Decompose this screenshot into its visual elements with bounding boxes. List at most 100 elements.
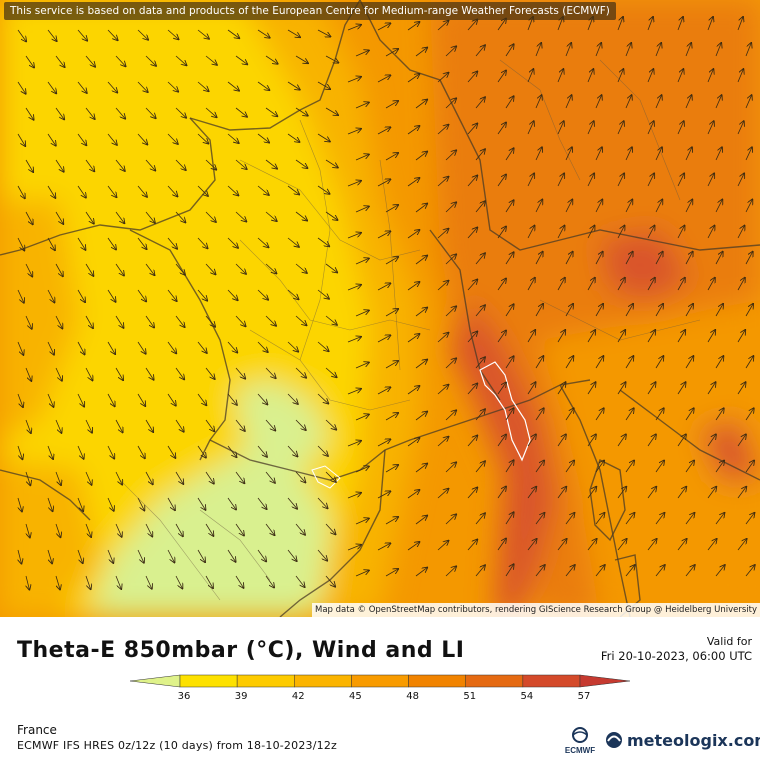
wind-arrow <box>205 315 215 327</box>
wind-arrow <box>175 419 184 432</box>
wind-arrow <box>407 386 419 395</box>
wind-arrow <box>377 491 390 499</box>
wind-arrow <box>535 95 542 109</box>
wind-arrow <box>677 434 686 447</box>
wind-arrow <box>707 17 713 31</box>
wind-arrow <box>145 107 156 118</box>
wind-arrow <box>317 549 327 561</box>
wind-arrow <box>415 152 427 161</box>
wind-arrow <box>145 263 154 275</box>
wind-arrow <box>85 159 94 171</box>
wind-arrow <box>587 434 596 447</box>
wind-arrow <box>55 523 60 537</box>
wind-arrow <box>385 465 398 473</box>
wind-arrow <box>205 55 217 65</box>
wind-arrow <box>707 69 713 83</box>
wind-arrow <box>107 549 113 563</box>
wind-arrow <box>47 341 54 355</box>
wind-arrow <box>445 202 456 213</box>
legend-tick-label: 57 <box>578 691 591 702</box>
wind-arrow <box>617 539 627 551</box>
wind-arrow <box>205 107 217 117</box>
wind-arrow <box>707 434 716 447</box>
wind-arrow <box>617 17 623 31</box>
wind-arrow <box>197 393 206 405</box>
wind-arrow <box>437 73 448 83</box>
wind-arrow <box>655 43 661 57</box>
wind-arrow <box>497 227 506 239</box>
wind-arrow <box>385 361 398 369</box>
wind-arrow <box>137 549 144 563</box>
legend-swatch <box>408 674 466 688</box>
wind-arrow <box>47 133 56 146</box>
wind-arrow <box>467 488 477 499</box>
wind-arrow <box>355 466 369 473</box>
wind-arrow <box>625 304 633 317</box>
map-attribution[interactable]: Map data © OpenStreetMap contributors, r… <box>312 603 760 617</box>
wind-arrow <box>197 29 209 39</box>
wind-arrow <box>505 564 514 577</box>
wind-arrow <box>377 335 390 343</box>
wind-arrow <box>707 121 714 135</box>
wind-arrow <box>625 356 633 369</box>
wind-arrow <box>77 341 85 354</box>
wind-arrow <box>26 523 30 537</box>
wind-arrow <box>175 211 185 222</box>
wind-arrow <box>415 48 427 57</box>
wind-arrow <box>175 523 183 536</box>
wind-arrow <box>137 29 148 40</box>
wind-arrow <box>355 102 369 109</box>
wind-arrow <box>77 237 85 250</box>
wind-arrow <box>317 133 330 141</box>
weather-map[interactable] <box>0 0 760 617</box>
wind-arrow <box>707 278 715 291</box>
wind-arrow <box>107 29 118 40</box>
wind-arrow <box>317 81 330 89</box>
wind-arrow <box>205 159 216 170</box>
meteologix-brand-text: meteologix.com <box>627 730 760 750</box>
wind-arrow <box>535 513 544 525</box>
wind-arrow <box>17 393 23 407</box>
wind-arrow <box>295 107 308 116</box>
wind-arrow <box>737 226 745 239</box>
wind-arrow <box>527 487 536 499</box>
wind-arrow <box>647 226 655 239</box>
wind-arrow <box>355 518 369 525</box>
wind-arrow <box>535 565 545 577</box>
meteologix-logo[interactable]: meteologix.com <box>604 729 760 751</box>
wind-arrow <box>325 471 336 482</box>
wind-arrow <box>347 285 361 291</box>
wind-arrow <box>175 107 186 118</box>
wind-arrow <box>115 211 124 223</box>
wind-arrow <box>295 523 305 535</box>
ecmwf-logo[interactable]: ECMWF <box>560 725 600 757</box>
wind-arrow <box>115 471 122 485</box>
wind-arrow <box>115 367 123 380</box>
wind-arrow <box>197 289 207 301</box>
wind-arrow <box>587 330 595 343</box>
wind-arrow <box>17 341 23 355</box>
wind-arrow <box>655 95 662 109</box>
wind-arrow <box>475 409 485 421</box>
wind-arrow <box>377 439 390 447</box>
wind-arrow <box>26 575 29 590</box>
wind-arrow <box>47 237 55 250</box>
wind-arrow <box>745 200 752 213</box>
wind-arrow <box>347 389 361 395</box>
wind-arrow <box>167 81 178 92</box>
wind-arrow <box>625 252 633 265</box>
wind-arrow <box>655 408 664 421</box>
wind-arrow <box>385 257 398 265</box>
legend-swatch <box>179 674 238 688</box>
wind-arrow <box>655 200 662 213</box>
wind-arrow <box>685 95 692 109</box>
wind-arrow <box>205 575 213 588</box>
wind-arrow <box>235 107 247 117</box>
wind-arrow <box>685 513 694 525</box>
wind-arrow <box>287 289 299 299</box>
wind-arrow <box>85 523 91 537</box>
wind-arrow <box>737 539 747 551</box>
wind-arrow <box>505 148 514 161</box>
wind-arrow <box>535 408 544 421</box>
li-contour <box>479 361 531 462</box>
